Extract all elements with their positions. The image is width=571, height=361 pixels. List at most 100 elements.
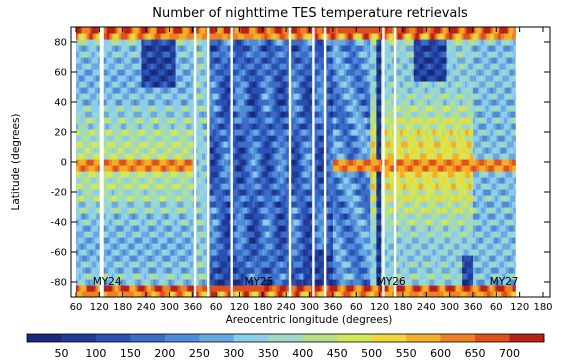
heatmap-cell (135, 255, 138, 262)
heatmap-cell (228, 201, 231, 208)
heatmap-cell (163, 81, 166, 88)
heatmap-cell (96, 267, 99, 274)
heatmap-cell (105, 171, 108, 178)
heatmap-cell (113, 123, 116, 130)
heatmap-cell (128, 171, 132, 178)
heatmap-cell (223, 219, 227, 226)
heatmap-cell (127, 45, 130, 52)
heatmap-cell (119, 231, 122, 238)
heatmap-cell (219, 27, 222, 34)
heatmap-cell (156, 69, 160, 76)
heatmap-cell (234, 153, 237, 160)
heatmap-cell (94, 207, 97, 214)
heatmap-cell (122, 69, 125, 76)
heatmap-cell (105, 27, 108, 34)
heatmap-cell (202, 51, 205, 58)
heatmap-cell (195, 279, 199, 286)
heatmap-cell (133, 159, 136, 166)
heatmap-cell (118, 225, 121, 232)
heatmap-cell (213, 81, 216, 88)
heatmap-cell (152, 279, 155, 286)
heatmap-cell (80, 57, 83, 64)
heatmap-cell (219, 219, 222, 226)
heatmap-cell (197, 213, 200, 220)
heatmap-cell (185, 57, 188, 64)
heatmap-cell (181, 141, 185, 148)
heatmap-cell (225, 141, 228, 148)
heatmap-cell (79, 111, 82, 118)
heatmap-cell (237, 285, 241, 292)
heatmap-cell (245, 117, 248, 124)
heatmap-cell (171, 39, 174, 46)
heatmap-cell (189, 69, 192, 76)
heatmap-cell (94, 213, 97, 220)
heatmap-cell (239, 159, 242, 166)
heatmap-cell (125, 129, 128, 136)
heatmap-cell (245, 279, 248, 286)
heatmap-cell (177, 219, 180, 226)
heatmap-cell (105, 285, 108, 292)
heatmap-cell (223, 117, 227, 124)
heatmap-cell (199, 177, 202, 184)
heatmap-cell (217, 69, 220, 76)
heatmap-cell (178, 87, 181, 94)
heatmap-cell (147, 219, 150, 226)
heatmap-cell (104, 261, 107, 268)
heatmap-cell (108, 273, 111, 280)
heatmap-cell (245, 123, 248, 130)
heatmap-cell (110, 117, 113, 124)
heatmap-cell (150, 135, 153, 142)
heatmap-cell (175, 69, 178, 76)
heatmap-cell (220, 279, 223, 286)
heatmap-cell (79, 99, 82, 106)
heatmap-cell (220, 123, 223, 130)
heatmap-cell (136, 273, 139, 280)
heatmap-cell (247, 51, 250, 58)
heatmap-cell (155, 165, 158, 172)
heatmap-cell (174, 189, 177, 196)
heatmap-cell (183, 93, 186, 100)
heatmap-cell (209, 81, 213, 88)
heatmap-cell (122, 243, 125, 250)
heatmap-cell (177, 261, 180, 268)
heatmap-cell (167, 141, 170, 148)
heatmap-cell (136, 141, 139, 148)
heatmap-cell (186, 183, 189, 190)
heatmap-cell (93, 135, 96, 142)
heatmap-cell (158, 261, 161, 268)
heatmap-cell (136, 291, 139, 297)
heatmap-cell (150, 93, 153, 100)
heatmap-cell (121, 165, 124, 172)
heatmap-cell (114, 153, 118, 160)
heatmap-cell (130, 231, 133, 238)
heatmap-cell (247, 81, 250, 88)
heatmap-cell (216, 207, 219, 214)
heatmap-cell (142, 159, 146, 166)
heatmap-cell (125, 57, 128, 64)
heatmap-cell (147, 69, 150, 76)
heatmap-cell (244, 117, 247, 124)
heatmap-cell (113, 111, 116, 118)
heatmap-cell (136, 33, 139, 40)
heatmap-cell (76, 111, 79, 118)
heatmap-cell (216, 261, 219, 268)
heatmap-cell (91, 81, 94, 88)
heatmap-cell (142, 207, 146, 214)
heatmap-cell (172, 231, 175, 238)
heatmap-cell (247, 243, 250, 250)
heatmap-cell (188, 285, 191, 292)
heatmap-cell (122, 249, 125, 256)
heatmap-cell (136, 147, 139, 154)
heatmap-cell (223, 261, 227, 268)
heatmap-cell (128, 225, 132, 232)
heatmap-cell (242, 249, 245, 256)
heatmap-cell (76, 27, 79, 34)
heatmap-cell (241, 117, 244, 124)
heatmap-cell (146, 129, 149, 136)
heatmap-cell (139, 87, 142, 94)
heatmap-cell (97, 189, 100, 196)
heatmap-cell (239, 63, 242, 70)
heatmap-cell (220, 201, 223, 208)
heatmap-cell (189, 141, 192, 148)
heatmap-cell (177, 57, 180, 64)
